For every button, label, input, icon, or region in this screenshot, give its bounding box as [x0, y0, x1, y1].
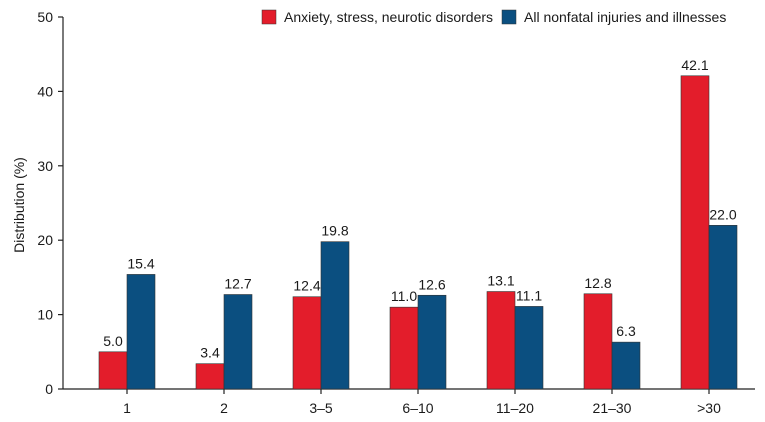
y-tick-label: 50	[37, 9, 53, 25]
x-tick-label: 6–10	[402, 400, 433, 416]
data-label-all-nonfatal: 22.0	[709, 206, 736, 222]
data-label-anxiety: 11.0	[391, 288, 417, 304]
bar-all-nonfatal	[417, 294, 447, 390]
data-label-anxiety: 3.4	[200, 345, 220, 361]
data-label-all-nonfatal: 19.8	[321, 223, 348, 239]
y-axis-title: Distribution (%)	[11, 157, 27, 253]
x-tick-label: >30	[697, 400, 721, 416]
bar-anxiety	[195, 363, 225, 390]
legend-swatch-all-nonfatal	[501, 9, 517, 25]
y-tick-label: 30	[37, 158, 53, 174]
data-label-anxiety: 12.4	[293, 278, 320, 294]
y-tick-label: 10	[37, 307, 53, 323]
x-tick-label: 1	[123, 400, 131, 416]
data-label-anxiety: 5.0	[103, 333, 123, 349]
data-label-anxiety: 13.1	[487, 273, 514, 289]
bar-anxiety	[680, 75, 710, 390]
data-label-all-nonfatal: 6.3	[616, 323, 636, 339]
legend-label-anxiety: Anxiety, stress, neurotic disorders	[284, 9, 493, 25]
legend-swatch-anxiety	[261, 9, 277, 25]
data-label-all-nonfatal: 12.7	[224, 276, 251, 292]
data-label-all-nonfatal: 12.6	[418, 276, 445, 292]
bar-anxiety	[292, 296, 322, 390]
bar-anxiety	[98, 351, 128, 390]
data-label-all-nonfatal: 11.1	[516, 287, 542, 303]
legend: Anxiety, stress, neurotic disorders All …	[261, 9, 726, 25]
x-tick-label: 3–5	[309, 400, 333, 416]
bar-all-nonfatal	[320, 241, 350, 390]
x-tick-label: 2	[220, 400, 228, 416]
data-label-anxiety: 12.8	[584, 275, 611, 291]
x-tick-label: 21–30	[593, 400, 632, 416]
data-label-anxiety: 42.1	[681, 57, 708, 73]
y-tick-label: 40	[37, 83, 53, 99]
plot-area: 0 10 20 30 40 50 1 5.0 15.4 2 3.4 12.7 3–5 12.4 19.8 6–…	[37, 9, 755, 416]
legend-label-all-nonfatal: All nonfatal injuries and illnesses	[524, 9, 726, 25]
bar-all-nonfatal	[611, 341, 641, 390]
data-label-all-nonfatal: 15.4	[127, 255, 154, 271]
y-tick-label: 20	[37, 232, 53, 248]
bar-all-nonfatal	[514, 306, 544, 390]
bar-all-nonfatal	[708, 225, 738, 390]
bar-anxiety	[486, 291, 516, 390]
bar-anxiety	[389, 306, 419, 390]
bar-all-nonfatal	[223, 294, 253, 390]
bar-all-nonfatal	[126, 274, 156, 390]
y-tick-label: 0	[45, 381, 53, 397]
x-tick-label: 11–20	[496, 400, 534, 416]
bar-anxiety	[583, 293, 613, 390]
